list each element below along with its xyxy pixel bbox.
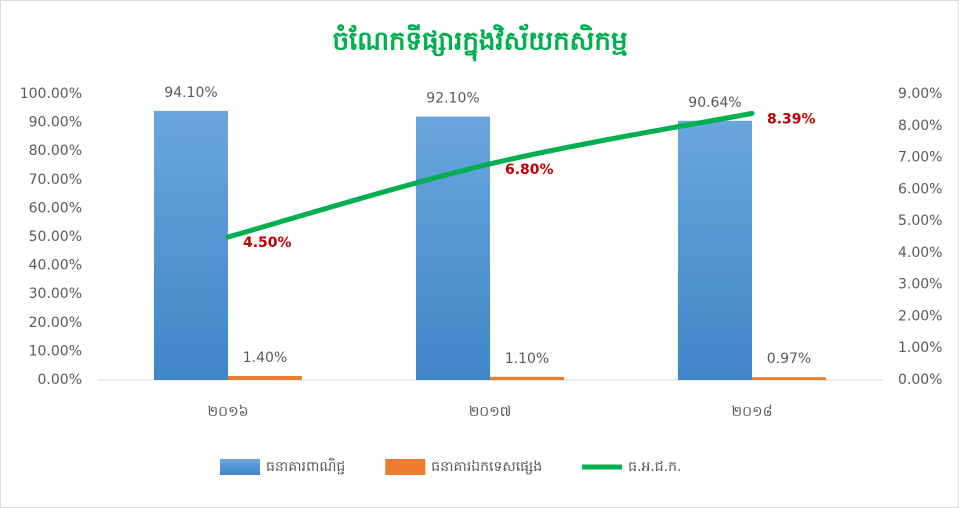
bar	[490, 376, 564, 380]
bar	[752, 377, 826, 380]
y2-tick-label: 5.00%	[898, 213, 942, 229]
y-tick-label: 0.00%	[38, 372, 82, 388]
line-value-label: 4.50%	[243, 235, 292, 251]
y-tick-label: 30.00%	[29, 286, 82, 302]
line-value-label: 8.39%	[767, 111, 816, 127]
y2-tick-label: 7.00%	[898, 150, 942, 166]
bar	[228, 375, 302, 380]
legend-swatch	[385, 459, 426, 475]
legend-swatch	[220, 459, 260, 475]
y-tick-label: 90.00%	[29, 115, 82, 131]
y2-tick-label: 0.00%	[898, 372, 942, 388]
y2-tick-label: 9.00%	[898, 86, 942, 102]
y2-tick-label: 6.00%	[898, 181, 942, 197]
y-tick-label: 40.00%	[29, 258, 82, 274]
y-tick-label: 20.00%	[29, 315, 82, 331]
bar	[678, 120, 752, 381]
y-tick-label: 100.00%	[20, 86, 82, 102]
y2-tick-label: 4.00%	[898, 245, 942, 261]
chart-title: ចំណែកទីផ្សារក្នុងវិស័យកសិកម្ម	[333, 24, 628, 62]
legend-label: ធនាគារឯកទេសផ្សេង	[431, 459, 542, 475]
x-tick-label: ២០១៧	[469, 404, 512, 420]
bar	[416, 116, 490, 381]
y-tick-label: 50.00%	[29, 229, 82, 245]
y-tick-label: 60.00%	[29, 200, 82, 216]
line	[225, 110, 755, 240]
legend-label: ធនាគារពាណិជ្ជ	[266, 457, 345, 475]
x-tick-label: ២០១៦	[207, 404, 248, 420]
bar-value-label: 94.10%	[164, 85, 217, 101]
y-tick-label: 10.00%	[29, 343, 82, 359]
y2-tick-label: 1.00%	[898, 340, 942, 356]
x-tick-label: ២០១៨	[731, 404, 772, 420]
line-value-label: 6.80%	[505, 162, 554, 178]
legend-label: ធ.អ.ជ.ក.	[628, 459, 681, 475]
bar-value-label: 0.97%	[767, 351, 811, 367]
y-tick-label: 80.00%	[29, 143, 82, 159]
bar-value-label: 1.40%	[243, 350, 287, 366]
y2-tick-label: 2.00%	[898, 308, 942, 324]
y2-tick-label: 8.00%	[898, 118, 942, 134]
bar-value-label: 92.10%	[426, 91, 479, 107]
y2-tick-label: 3.00%	[898, 277, 942, 293]
bar-value-label: 90.64%	[688, 95, 741, 111]
bar	[154, 110, 228, 381]
y-tick-label: 70.00%	[29, 172, 82, 188]
bar-value-label: 1.10%	[505, 351, 549, 367]
